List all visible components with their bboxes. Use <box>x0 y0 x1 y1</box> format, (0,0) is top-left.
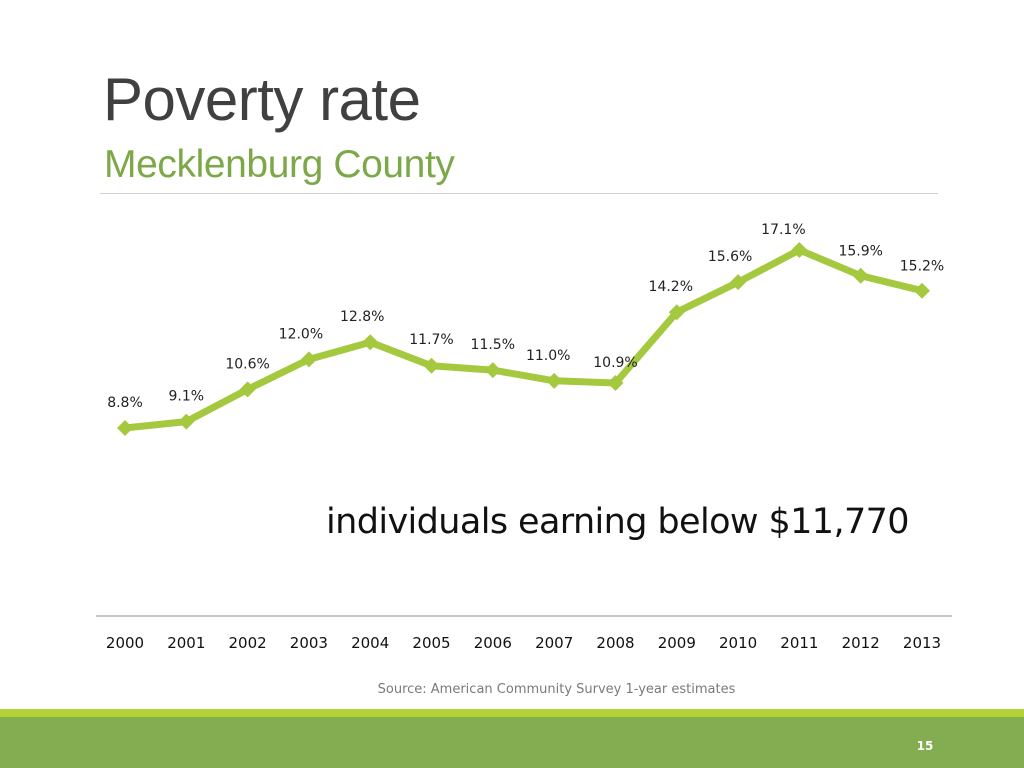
data-label-2013: 15.2% <box>900 259 944 275</box>
data-label-2001: 9.1% <box>169 389 205 405</box>
title-divider <box>100 193 938 194</box>
x-tick-2009: 2009 <box>658 634 696 652</box>
data-label-2002: 10.6% <box>225 356 269 372</box>
data-label-2011: 17.1% <box>761 222 805 238</box>
data-point-2002 <box>239 381 256 398</box>
data-point-2008 <box>607 374 624 391</box>
page-number: 15 <box>916 739 934 753</box>
data-label-2005: 11.7% <box>409 332 453 348</box>
x-tick-2004: 2004 <box>351 634 389 652</box>
data-label-2007: 11.0% <box>526 348 570 364</box>
data-label-layer: 8.8% 9.1% 10.6% 12.0% 12.8% 11.7% 11.5% 11.0% 10… <box>107 222 944 411</box>
data-point-2001 <box>178 413 195 430</box>
data-point-2004 <box>362 334 379 351</box>
data-point-2007 <box>546 372 563 389</box>
x-tick-2006: 2006 <box>474 634 512 652</box>
x-tick-2013: 2013 <box>903 634 941 652</box>
data-label-2012: 15.9% <box>838 244 882 260</box>
data-point-2005 <box>423 357 440 374</box>
data-point-2010 <box>730 274 747 291</box>
x-tick-2002: 2002 <box>229 634 267 652</box>
data-label-2006: 11.5% <box>471 337 515 353</box>
x-tick-2007: 2007 <box>535 634 573 652</box>
data-label-2000: 8.8% <box>107 395 143 411</box>
x-tick-label-layer: 2000 2001 2002 2003 2004 2005 2006 2007 2008 2009… <box>106 634 941 652</box>
series-layer <box>117 242 930 436</box>
series-line <box>121 246 926 432</box>
x-tick-2011: 2011 <box>780 634 818 652</box>
data-label-2003: 12.0% <box>279 326 323 342</box>
x-tick-2008: 2008 <box>596 634 634 652</box>
x-tick-2012: 2012 <box>842 634 880 652</box>
data-label-2010: 15.6% <box>708 249 752 265</box>
data-label-2004: 12.8% <box>340 309 384 325</box>
slide-title: Poverty rate <box>103 66 421 133</box>
data-point-2003 <box>300 351 317 368</box>
data-point-2013 <box>914 282 930 299</box>
footer-accent-stripe <box>0 709 1024 717</box>
x-tick-2000: 2000 <box>106 634 144 652</box>
x-tick-2005: 2005 <box>412 634 450 652</box>
chart-annotation: individuals earning below $11,770 <box>326 502 910 542</box>
data-point-2006 <box>484 362 501 379</box>
data-label-2009: 14.2% <box>649 279 693 295</box>
data-label-2008: 10.9% <box>593 355 637 371</box>
data-point-2011 <box>791 242 808 258</box>
x-tick-2001: 2001 <box>167 634 205 652</box>
slide-subtitle: Mecklenburg County <box>104 143 455 186</box>
x-tick-2010: 2010 <box>719 634 757 652</box>
footer-band <box>0 717 1024 768</box>
x-tick-2003: 2003 <box>290 634 328 652</box>
data-point-2012 <box>852 267 869 284</box>
data-point-2000 <box>117 420 133 436</box>
data-point-2009 <box>668 304 685 321</box>
source-note: Source: American Community Survey 1-year… <box>377 682 736 697</box>
